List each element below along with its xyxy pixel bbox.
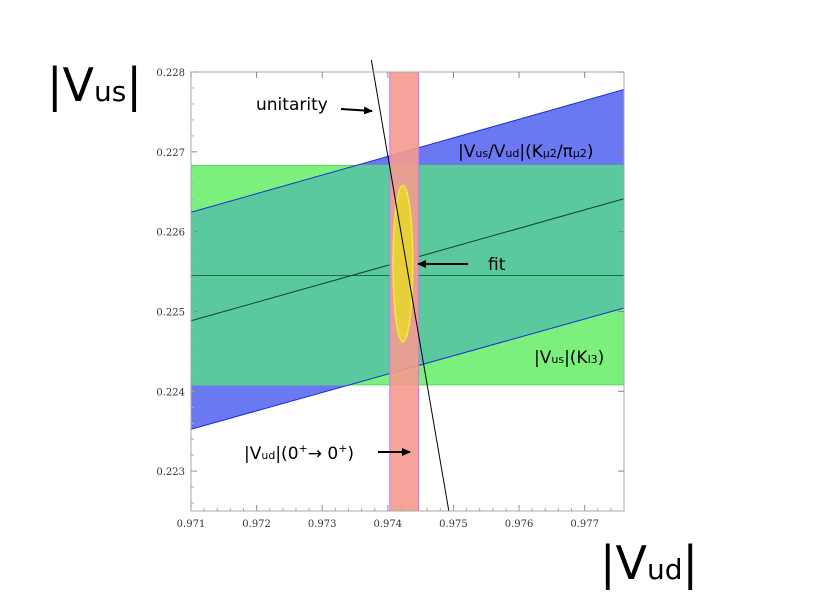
fit-label: fit	[488, 255, 506, 275]
annotation-fit: fit	[417, 255, 506, 275]
x-title-main: |V	[600, 536, 647, 590]
y-tick-label: 0.228	[156, 68, 185, 79]
y-tick-label: 0.227	[156, 148, 185, 159]
kmu2-label: |Vus/Vud|(Kμ2/πμ2)	[458, 142, 594, 162]
x-tick-label: 0.971	[177, 519, 206, 530]
y-title-sub: us	[93, 75, 127, 108]
x-tick-label: 0.977	[570, 519, 599, 530]
y-tick-label: 0.223	[156, 467, 185, 478]
y-title-end: |	[126, 58, 142, 112]
x-title-sub: ud	[646, 553, 683, 586]
kl3-label: |Vus|(Kl3)	[534, 348, 604, 368]
unitarity-label: unitarity	[256, 95, 328, 115]
x-tick-label: 0.973	[308, 519, 337, 530]
x-tick-label: 0.976	[505, 519, 534, 530]
y-tick-label: 0.225	[156, 307, 185, 318]
axis-ticks: 0.971 0.972 0.973 0.974 0.975 0.976 0.977 0.223…	[156, 68, 625, 530]
plot-frame	[190, 71, 625, 512]
annotation-unitarity: unitarity	[256, 95, 373, 115]
y-tick-label: 0.224	[156, 387, 185, 398]
y-axis-title: |Vus|	[47, 62, 142, 108]
annotation-vud: |Vud|(0+→ 0+)	[244, 442, 411, 464]
x-tick-label: 0.974	[373, 519, 402, 530]
x-axis-title: |Vud|	[600, 540, 698, 586]
x-tick-label: 0.975	[439, 519, 468, 530]
y-tick-label: 0.226	[156, 228, 185, 239]
fit-ellipse	[392, 184, 414, 343]
y-title-main: |V	[47, 58, 94, 112]
x-tick-label: 0.972	[242, 519, 271, 530]
unitarity-arrow	[340, 106, 373, 115]
x-title-end: |	[682, 536, 699, 590]
unitarity-line	[370, 59, 450, 512]
plot-area	[191, 72, 624, 511]
vud-label: |Vud|(0+→ 0+)	[244, 442, 354, 464]
